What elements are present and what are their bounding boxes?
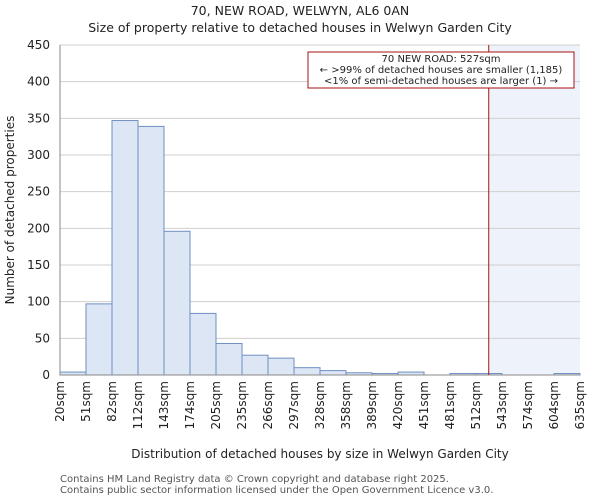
x-tick-label: 20sqm bbox=[53, 381, 67, 422]
x-tick-label: 235sqm bbox=[235, 381, 249, 429]
annotation-line-2: ← >99% of detached houses are smaller (1… bbox=[320, 65, 563, 76]
y-tick-label: 200 bbox=[27, 221, 50, 235]
y-tick-label: 100 bbox=[27, 295, 50, 309]
x-tick-label: 205sqm bbox=[209, 381, 223, 429]
x-tick-label: 635sqm bbox=[573, 381, 587, 429]
x-tick-label: 358sqm bbox=[339, 381, 353, 429]
bars bbox=[59, 120, 581, 376]
x-tick-label: 574sqm bbox=[521, 381, 535, 429]
highlight-region bbox=[488, 45, 580, 375]
annotation-border bbox=[307, 51, 575, 89]
x-tick-label: 328sqm bbox=[313, 381, 327, 429]
x-tick-label: 297sqm bbox=[287, 381, 301, 429]
x-tick-label: 604sqm bbox=[547, 381, 561, 429]
y-axis-label: Number of detached properties bbox=[3, 116, 17, 305]
histogram-chart: 0 50 100 150 200 250 300 350 400 450 20sqm 51sqm 82… bbox=[3, 38, 587, 461]
x-tick-label: 51sqm bbox=[79, 381, 93, 422]
y-tick-label: 400 bbox=[27, 75, 50, 89]
y-tick-label: 50 bbox=[35, 331, 50, 345]
annotation-line-1: 70 NEW ROAD: 527sqm bbox=[382, 54, 501, 65]
y-tick-label: 0 bbox=[42, 368, 50, 382]
x-tick-label: 481sqm bbox=[443, 381, 457, 429]
footer-copyright: Contains HM Land Registry data © Crown c… bbox=[60, 474, 449, 485]
x-tick-label: 112sqm bbox=[131, 381, 145, 429]
axes bbox=[59, 45, 580, 376]
x-axis-label: Distribution of detached houses by size … bbox=[131, 447, 508, 461]
bar bbox=[189, 312, 217, 376]
x-tick-label: 543sqm bbox=[495, 381, 509, 429]
x-tick-label: 420sqm bbox=[391, 381, 405, 429]
x-tick-label: 451sqm bbox=[417, 381, 431, 429]
y-tick-label: 250 bbox=[27, 185, 50, 199]
y-tick-labels: 0 50 100 150 200 250 300 350 400 450 bbox=[27, 38, 50, 382]
bar bbox=[85, 303, 113, 376]
bar bbox=[163, 230, 191, 376]
x-tick-label: 512sqm bbox=[469, 381, 483, 429]
y-tick-label: 450 bbox=[27, 38, 50, 52]
x-tick-label: 389sqm bbox=[365, 381, 379, 429]
bar bbox=[111, 120, 139, 376]
bar bbox=[267, 357, 295, 376]
bar bbox=[241, 354, 269, 376]
x-tick-labels: 20sqm 51sqm 82sqm 112sqm 143sqm 174sqm 205sqm 2… bbox=[53, 381, 587, 429]
x-tick-label: 174sqm bbox=[183, 381, 197, 429]
bar bbox=[215, 342, 243, 376]
bar bbox=[293, 367, 321, 376]
annotation-line-3: <1% of semi-detached houses are larger (… bbox=[324, 76, 558, 87]
bar bbox=[319, 370, 347, 376]
x-tick-label: 266sqm bbox=[261, 381, 275, 429]
chart-title-address: 70, NEW ROAD, WELWYN, AL6 0AN bbox=[190, 3, 410, 18]
y-tick-label: 150 bbox=[27, 258, 50, 272]
x-tick-label: 82sqm bbox=[105, 381, 119, 422]
chart-title-subtitle: Size of property relative to detached ho… bbox=[88, 20, 512, 35]
footer-licence: Contains public sector information licen… bbox=[60, 485, 494, 496]
annotation-box: 70 NEW ROAD: 527sqm ← >99% of detached h… bbox=[307, 51, 575, 89]
y-tick-label: 300 bbox=[27, 148, 50, 162]
bar bbox=[137, 125, 165, 376]
y-tick-label: 350 bbox=[27, 111, 50, 125]
x-tick-label: 143sqm bbox=[157, 381, 171, 429]
